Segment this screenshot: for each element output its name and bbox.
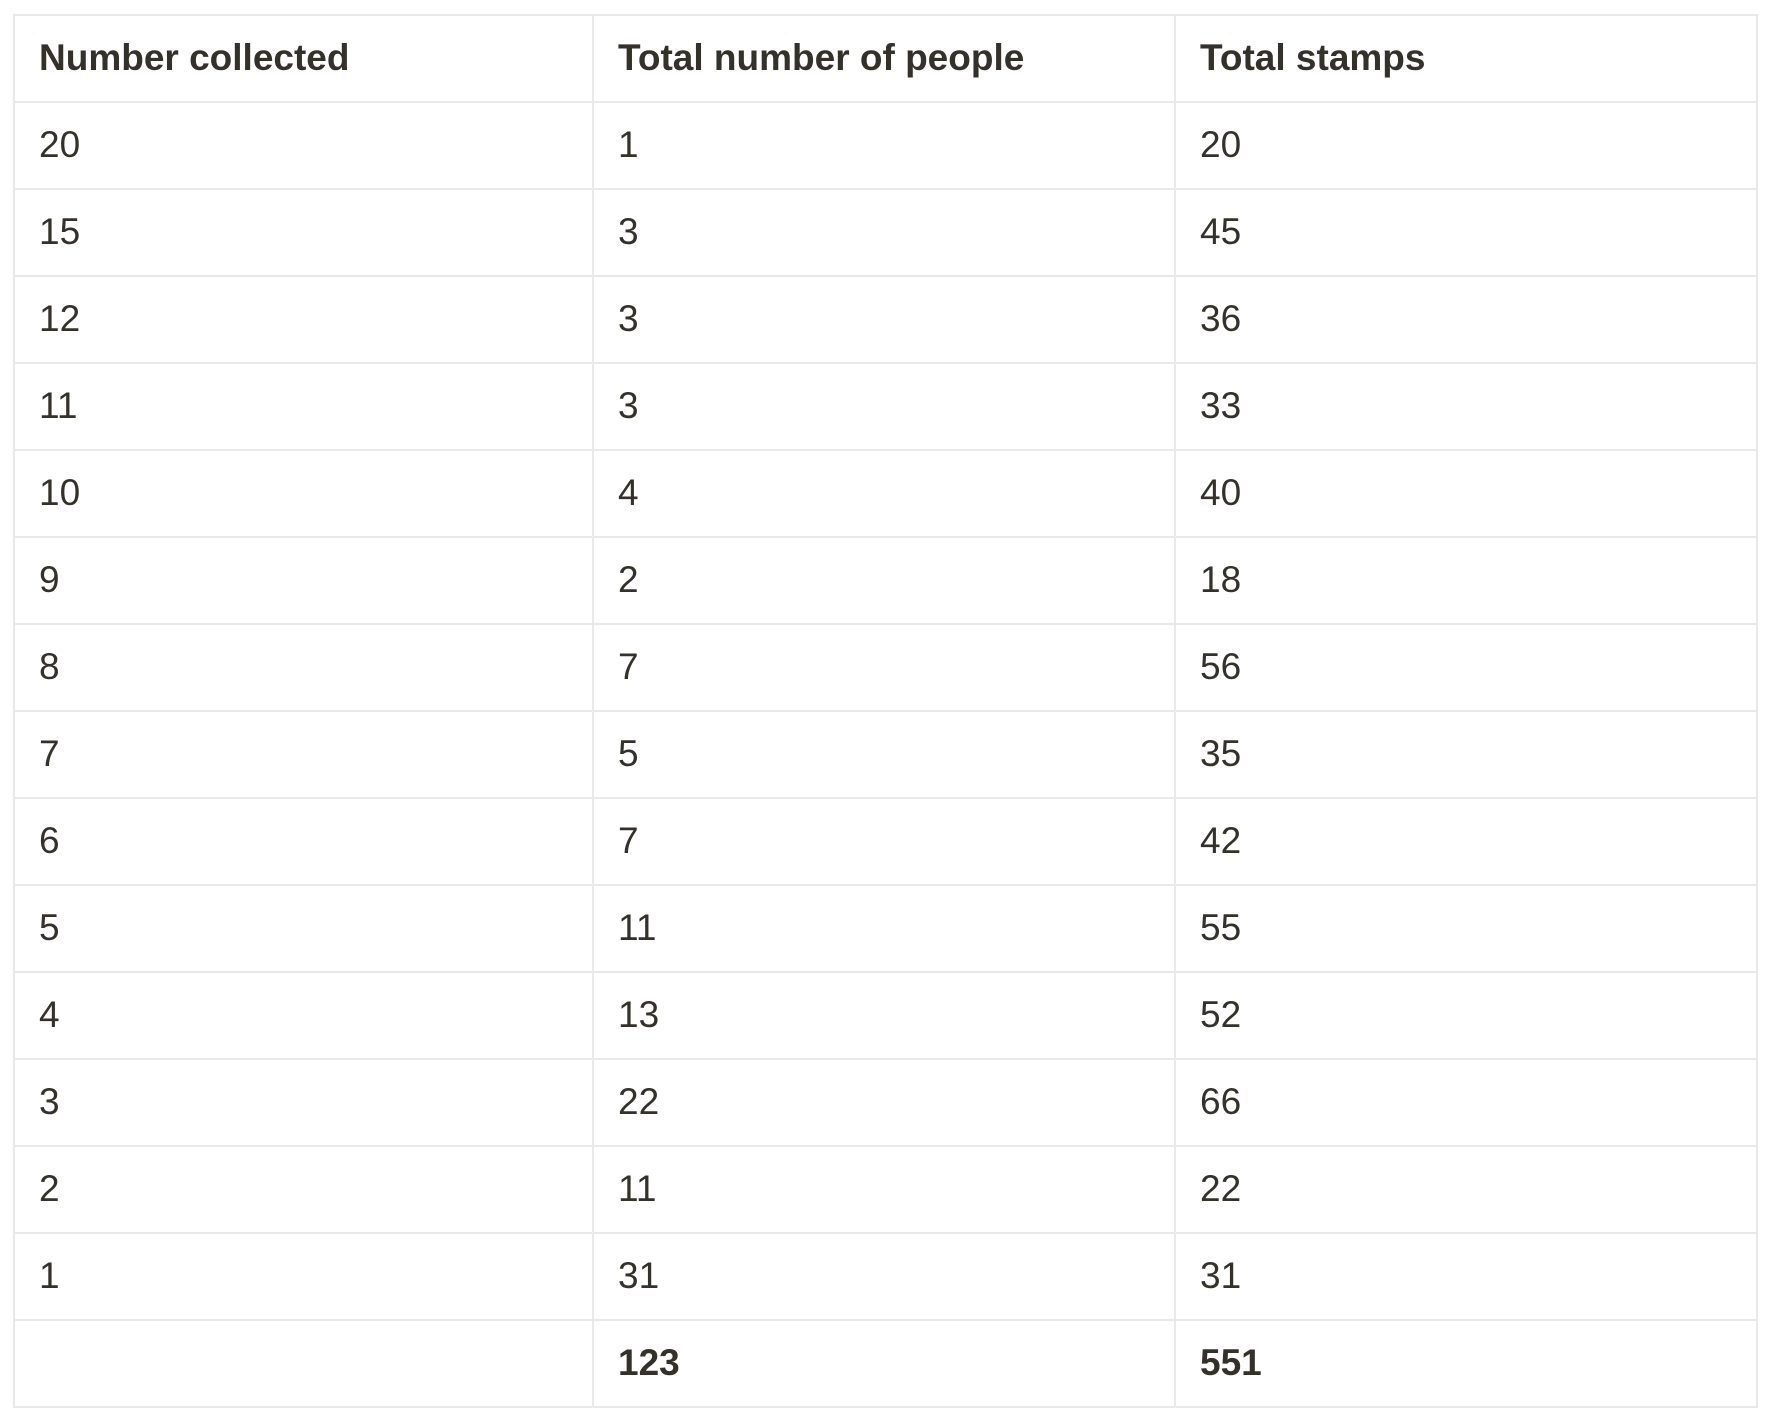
table-body: 20 1 20 15 3 45 12 3 36 11 3 33 10 4 40 9 2 18 8 7 56 7 5 35 6 7 4… [13, 101, 1758, 1321]
table-cell: 66 [1174, 1058, 1758, 1147]
table-cell: 15 [13, 188, 594, 277]
table-row: 5 11 55 [13, 884, 1758, 973]
table-row: 9 2 18 [13, 536, 1758, 625]
table-cell: 4 [592, 449, 1176, 538]
table-cell: 18 [1174, 536, 1758, 625]
table-row: 10 4 40 [13, 449, 1758, 538]
table-cell: 7 [592, 797, 1176, 886]
table-cell: 9 [13, 536, 594, 625]
totals-empty-cell [13, 1319, 594, 1408]
table-cell: 8 [13, 623, 594, 712]
table-cell: 4 [13, 971, 594, 1060]
column-header-number-collected: Number collected [13, 14, 594, 103]
table-row: 4 13 52 [13, 971, 1758, 1060]
table-cell: 2 [592, 536, 1176, 625]
column-header-total-stamps: Total stamps [1174, 14, 1758, 103]
table-cell: 55 [1174, 884, 1758, 973]
table-cell: 3 [13, 1058, 594, 1147]
table-footer: 123 551 [13, 1319, 1758, 1408]
table-cell: 22 [592, 1058, 1176, 1147]
table-row: 11 3 33 [13, 362, 1758, 451]
totals-people-cell: 123 [592, 1319, 1176, 1408]
table-cell: 3 [592, 188, 1176, 277]
table-cell: 10 [13, 449, 594, 538]
table-cell: 36 [1174, 275, 1758, 364]
table-header: Number collected Total number of people … [13, 14, 1758, 103]
table-row: 15 3 45 [13, 188, 1758, 277]
table-cell: 7 [592, 623, 1176, 712]
table-row: 20 1 20 [13, 101, 1758, 190]
totals-stamps-cell: 551 [1174, 1319, 1758, 1408]
table-cell: 33 [1174, 362, 1758, 451]
table-cell: 13 [592, 971, 1176, 1060]
table-cell: 11 [592, 1145, 1176, 1234]
table-cell: 42 [1174, 797, 1758, 886]
table-cell: 7 [13, 710, 594, 799]
table-row: 2 11 22 [13, 1145, 1758, 1234]
table-cell: 6 [13, 797, 594, 886]
table-cell: 11 [13, 362, 594, 451]
table-cell: 45 [1174, 188, 1758, 277]
stamps-frequency-table-container: Number collected Total number of people … [13, 14, 1758, 1408]
table-cell: 56 [1174, 623, 1758, 712]
table-cell: 1 [592, 101, 1176, 190]
table-row: 12 3 36 [13, 275, 1758, 364]
table-cell: 11 [592, 884, 1176, 973]
table-cell: 20 [1174, 101, 1758, 190]
table-row: 1 31 31 [13, 1232, 1758, 1321]
column-header-total-number-of-people: Total number of people [592, 14, 1176, 103]
table-cell: 3 [592, 362, 1176, 451]
table-cell: 20 [13, 101, 594, 190]
table-cell: 5 [13, 884, 594, 973]
table-cell: 31 [1174, 1232, 1758, 1321]
table-row: 3 22 66 [13, 1058, 1758, 1147]
table-cell: 2 [13, 1145, 594, 1234]
table-cell: 31 [592, 1232, 1176, 1321]
stamps-frequency-table: Number collected Total number of people … [13, 14, 1758, 1408]
table-cell: 52 [1174, 971, 1758, 1060]
table-row: 8 7 56 [13, 623, 1758, 712]
table-cell: 1 [13, 1232, 594, 1321]
table-cell: 5 [592, 710, 1176, 799]
table-cell: 40 [1174, 449, 1758, 538]
table-row: 7 5 35 [13, 710, 1758, 799]
table-cell: 22 [1174, 1145, 1758, 1234]
header-row: Number collected Total number of people … [13, 14, 1758, 103]
table-cell: 12 [13, 275, 594, 364]
table-cell: 3 [592, 275, 1176, 364]
table-cell: 35 [1174, 710, 1758, 799]
totals-row: 123 551 [13, 1319, 1758, 1408]
table-row: 6 7 42 [13, 797, 1758, 886]
